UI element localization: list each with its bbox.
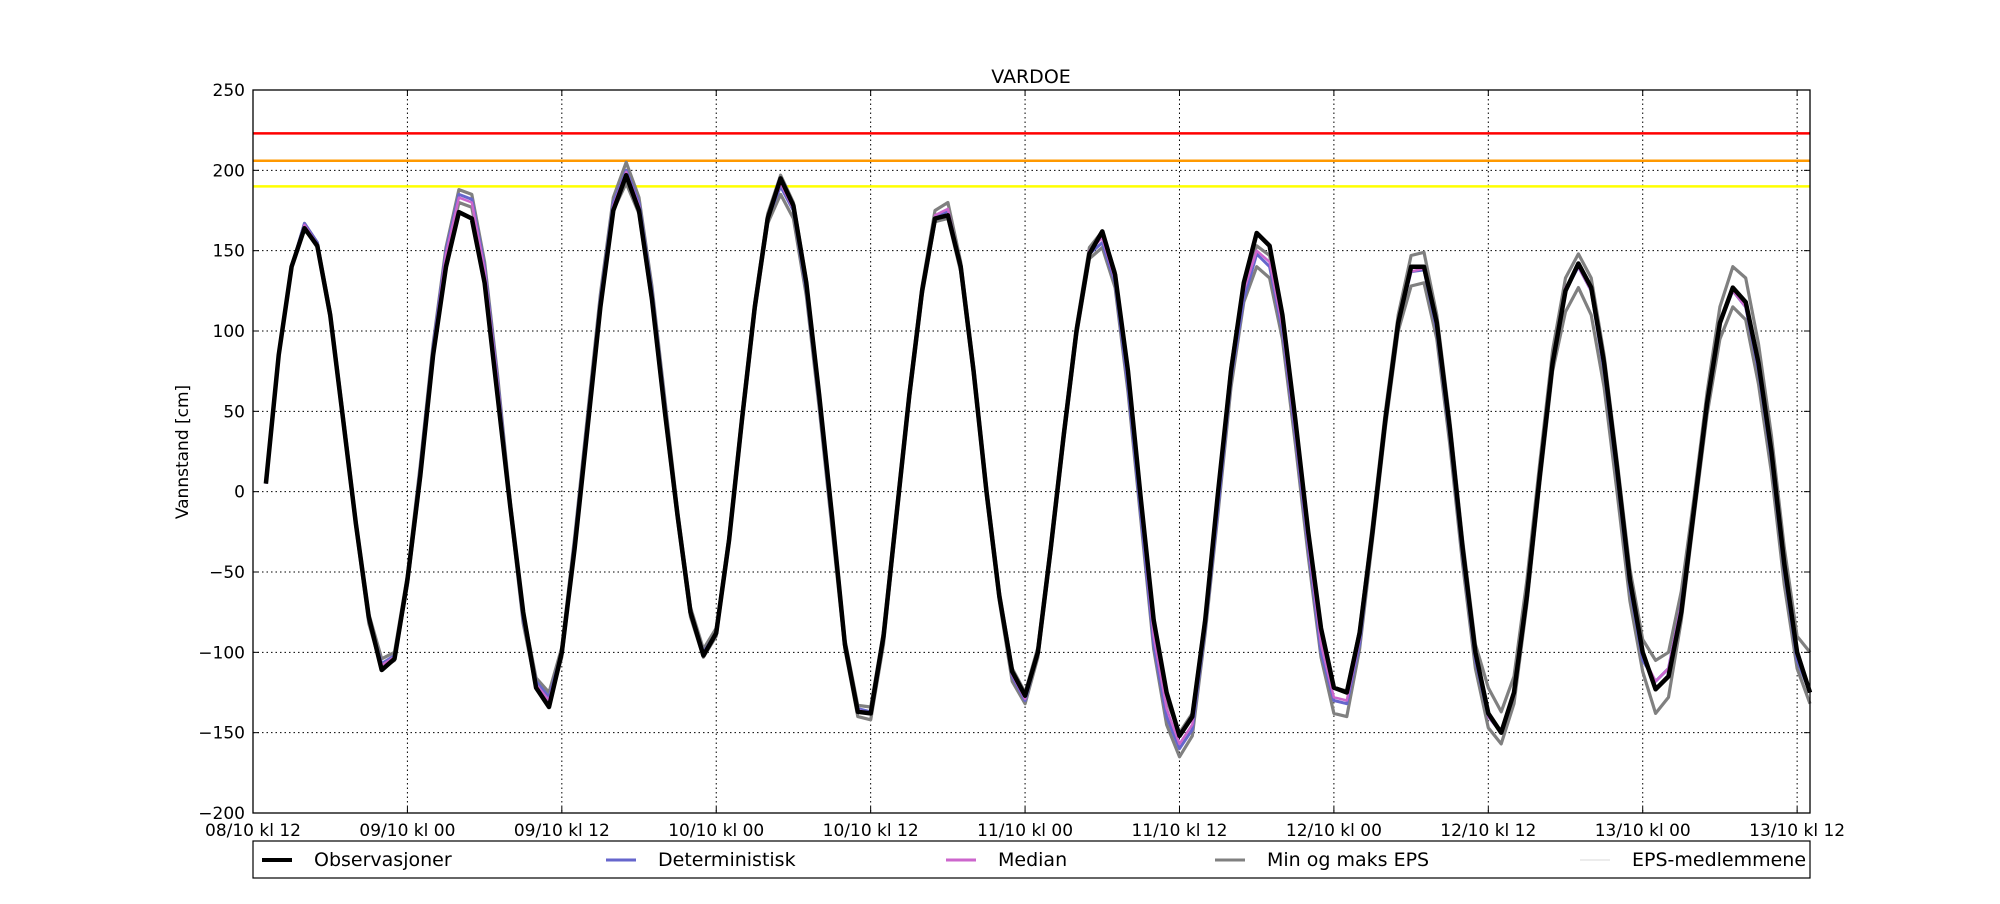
y-tick-label: 0 — [234, 483, 245, 503]
series-line-observasjoner — [263, 172, 1813, 739]
y-tick-label: 250 — [213, 81, 245, 101]
x-tick-label: 08/10 kl 12 — [205, 821, 301, 841]
y-tick-label: −150 — [198, 724, 245, 744]
y-tick-label: −100 — [198, 643, 245, 663]
legend-label: Deterministisk — [658, 849, 796, 871]
legend-frame — [252, 840, 1811, 879]
series-layer — [263, 160, 1813, 759]
x-tick-label: 12/10 kl 12 — [1440, 821, 1536, 841]
threshold-layer — [253, 132, 1810, 188]
y-tick-label: −50 — [209, 563, 245, 583]
x-tick-label: 09/10 kl 12 — [514, 821, 610, 841]
x-tick-label: 13/10 kl 00 — [1595, 821, 1691, 841]
y-tick-label: 100 — [213, 322, 245, 342]
legend-label: EPS-medlemmene — [1632, 849, 1806, 871]
x-tick-label: 10/10 kl 12 — [823, 821, 919, 841]
x-tick-label: 10/10 kl 00 — [668, 821, 764, 841]
y-tick-label: 150 — [213, 242, 245, 262]
legend-label: Observasjoner — [314, 849, 452, 871]
y-axis-label: Vannstand [cm] — [173, 385, 193, 519]
x-tick-label: 11/10 kl 12 — [1131, 821, 1227, 841]
legend: Observasjoner Deterministisk Median Min og … — [252, 840, 1811, 879]
y-tick-label: 50 — [223, 402, 245, 422]
y-tick-label: 200 — [213, 161, 245, 181]
x-tick-label: 12/10 kl 00 — [1286, 821, 1382, 841]
x-tick-label: 13/10 kl 12 — [1749, 821, 1845, 841]
grid-layer — [253, 90, 1810, 813]
y-tick-label: −200 — [198, 804, 245, 824]
x-tick-label: 09/10 kl 00 — [359, 821, 455, 841]
plot-frame — [252, 89, 1811, 814]
legend-label: Median — [998, 849, 1067, 871]
x-tick-label: 11/10 kl 00 — [977, 821, 1073, 841]
chart-title: VARDOE — [991, 66, 1071, 88]
legend-label: Min og maks EPS — [1267, 849, 1429, 871]
